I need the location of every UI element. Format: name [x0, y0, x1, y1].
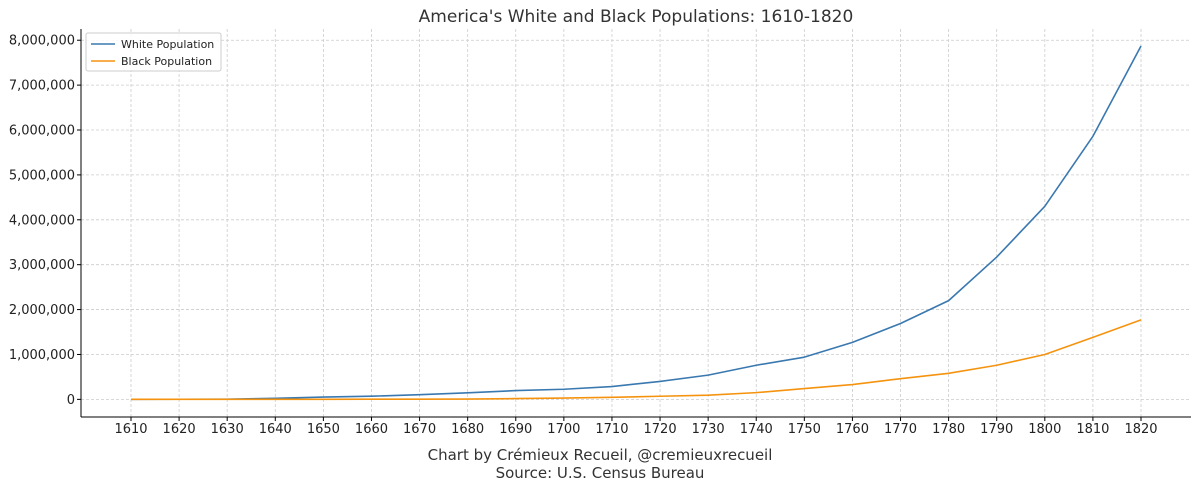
black-population-line — [131, 319, 1142, 401]
y-tick-label: 8,000,000 — [9, 34, 75, 49]
y-tick-label: 3,000,000 — [9, 258, 75, 273]
x-tick-label: 1630 — [211, 422, 244, 437]
x-tick-label: 1660 — [355, 422, 388, 437]
x-tick-label: 1770 — [884, 422, 917, 437]
series-lines — [130, 45, 1142, 401]
legend-label-white: White Population — [121, 38, 214, 51]
chart-source: Source: U.S. Census Bureau — [496, 464, 705, 482]
white-population-line — [130, 45, 1142, 401]
x-axis-ticks: 1610 1620 1630 1640 1650 1660 1670 1680 1690 1700… — [114, 417, 1158, 437]
legend: White Population Black Population — [85, 32, 222, 72]
y-tick-label: 4,000,000 — [9, 213, 75, 228]
y-tick-label: 5,000,000 — [9, 168, 75, 183]
x-tick-label: 1720 — [644, 422, 677, 437]
legend-box — [85, 32, 222, 72]
y-tick-label: 7,000,000 — [9, 79, 75, 94]
chart-title: America's White and Black Populations: 1… — [419, 7, 854, 27]
grid — [81, 29, 1191, 417]
x-tick-label: 1610 — [114, 422, 147, 437]
x-tick-label: 1760 — [836, 422, 869, 437]
x-tick-label: 1680 — [451, 422, 484, 437]
x-tick-label: 1700 — [547, 422, 580, 437]
x-tick-label: 1650 — [307, 422, 340, 437]
x-tick-label: 1780 — [932, 422, 965, 437]
x-tick-label: 1800 — [1028, 422, 1061, 437]
x-tick-label: 1810 — [1076, 422, 1109, 437]
y-tick-label: 2,000,000 — [9, 303, 75, 318]
x-tick-label: 1670 — [403, 422, 436, 437]
x-tick-label: 1750 — [788, 422, 821, 437]
x-tick-label: 1740 — [740, 422, 773, 437]
legend-label-black: Black Population — [121, 55, 212, 68]
x-tick-label: 1820 — [1124, 422, 1157, 437]
y-axis-ticks: 0 1,000,000 2,000,000 3,000,000 4,000,000 5,0… — [9, 34, 81, 408]
x-tick-label: 1730 — [692, 422, 725, 437]
y-tick-label: 6,000,000 — [9, 124, 75, 139]
x-tick-label: 1690 — [499, 422, 532, 437]
x-tick-label: 1620 — [163, 422, 196, 437]
axes — [80, 29, 1191, 418]
x-tick-label: 1790 — [980, 422, 1013, 437]
chart-credit: Chart by Crémieux Recueil, @cremieuxrecu… — [428, 446, 773, 464]
x-tick-label: 1710 — [595, 422, 628, 437]
x-tick-label: 1640 — [259, 422, 292, 437]
y-tick-label: 0 — [67, 393, 75, 408]
y-tick-label: 1,000,000 — [9, 348, 75, 363]
